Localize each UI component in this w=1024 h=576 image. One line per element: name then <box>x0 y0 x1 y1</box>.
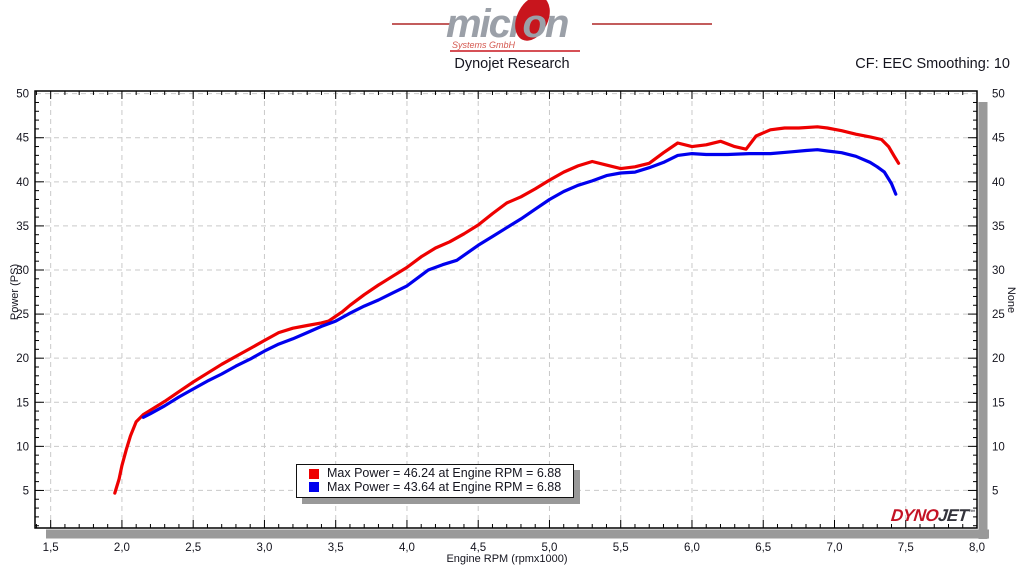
y-axis-title-left: Power (PS) <box>9 263 21 321</box>
plot-frame <box>34 90 978 529</box>
dynojet-logo-dyno: DYNO <box>889 506 939 525</box>
dynojet-logo: DYNOJET™ <box>890 506 975 526</box>
legend-label-red: Max Power = 46.24 at Engine RPM = 6.88 <box>327 466 562 480</box>
x-tick-label: 6,5 <box>755 542 771 554</box>
y-tick-label-left: 40 <box>16 177 29 189</box>
x-tick-label: 4,0 <box>399 542 415 554</box>
power-blue-curve <box>141 148 898 419</box>
legend-swatch-red <box>309 468 319 479</box>
x-tick-label: 3,0 <box>256 542 272 554</box>
legend-row: Max Power = 43.64 at Engine RPM = 6.88 <box>309 479 562 495</box>
x-tick-label: 6,0 <box>684 542 700 554</box>
legend: Max Power = 46.24 at Engine RPM = 6.88 M… <box>296 464 575 498</box>
x-tick-label: 1,5 <box>43 542 59 554</box>
plot-shadow-bottom <box>46 529 989 539</box>
x-tick-label: 4,5 <box>470 542 486 554</box>
y-tick-label-left: 5 <box>23 485 29 497</box>
y-tick-label-right: 30 <box>992 265 1005 277</box>
x-axis-title: Engine RPM (rpmx1000) <box>446 553 568 565</box>
logo-rule-right <box>592 23 712 25</box>
y-tick-label-right: 15 <box>992 397 1005 409</box>
y-tick-label-right: 20 <box>992 353 1005 365</box>
y-axis-title-right: None <box>1005 286 1017 314</box>
x-tick-labels: 1,5 2,0 2,5 3,0 3,5 4,0 4,5 5,0 5,5 6,0 6,5 7,0 7,5 8… <box>43 542 985 554</box>
plot-shadow-right <box>978 102 988 539</box>
micron-brand: micr o n <box>446 0 596 47</box>
x-tick-label: 7,0 <box>826 542 842 554</box>
power-red-curve <box>113 125 901 495</box>
smoothing-info: CF: EEC Smoothing: 10 <box>855 56 1010 72</box>
x-tick-label: 5,5 <box>613 542 629 554</box>
y-tick-label-left: 10 <box>16 441 29 453</box>
logo-underline <box>450 50 580 52</box>
y-tick-label-left: 45 <box>16 133 29 145</box>
y-tick-label-right: 50 <box>992 89 1005 101</box>
brand-o: o <box>522 2 547 46</box>
dynojet-logo-jet: JET <box>936 506 969 525</box>
logo-subtitle: Systems GmbH <box>452 40 516 50</box>
y-tick-label-right: 45 <box>992 133 1005 145</box>
y-tick-label-right: 35 <box>992 221 1005 233</box>
y-tick-label-right: 10 <box>992 441 1005 453</box>
y-tick-label-left: 15 <box>16 397 29 409</box>
brand-left: micr <box>446 2 524 46</box>
y-tick-label-right: 25 <box>992 309 1005 321</box>
legend-swatch-blue <box>309 482 319 493</box>
plot-background <box>35 91 977 528</box>
x-tick-label: 3,5 <box>328 542 344 554</box>
x-tick-label: 5,0 <box>541 542 557 554</box>
trademark-symbol: ™ <box>967 509 975 517</box>
y-tick-labels: 5 5 10 10 15 15 20 20 25 25 30 30 35 35 40 40 45 45 50 50 <box>16 89 1005 498</box>
micron-logo: micr o n Systems GmbH <box>446 0 596 54</box>
y-tick-label-right: 5 <box>992 485 998 497</box>
page-title: Dynojet Research <box>454 56 570 72</box>
gridlines <box>36 92 976 527</box>
y-tick-label-left: 35 <box>16 221 29 233</box>
y-tick-label-left: 30 <box>16 265 29 277</box>
x-tick-label: 2,5 <box>185 542 201 554</box>
y-tick-label-right: 40 <box>992 177 1005 189</box>
x-tick-label: 2,0 <box>114 542 130 554</box>
logo-rule-left <box>392 23 450 25</box>
y-tick-label-left: 25 <box>16 309 29 321</box>
x-tick-label: 7,5 <box>898 542 914 554</box>
x-tick-label: 8,0 <box>969 542 985 554</box>
y-tick-label-left: 50 <box>16 89 29 101</box>
y-tick-label-left: 20 <box>16 353 29 365</box>
legend-row: Max Power = 46.24 at Engine RPM = 6.88 <box>309 466 562 481</box>
legend-label-blue: Max Power = 43.64 at Engine RPM = 6.88 <box>327 479 562 494</box>
